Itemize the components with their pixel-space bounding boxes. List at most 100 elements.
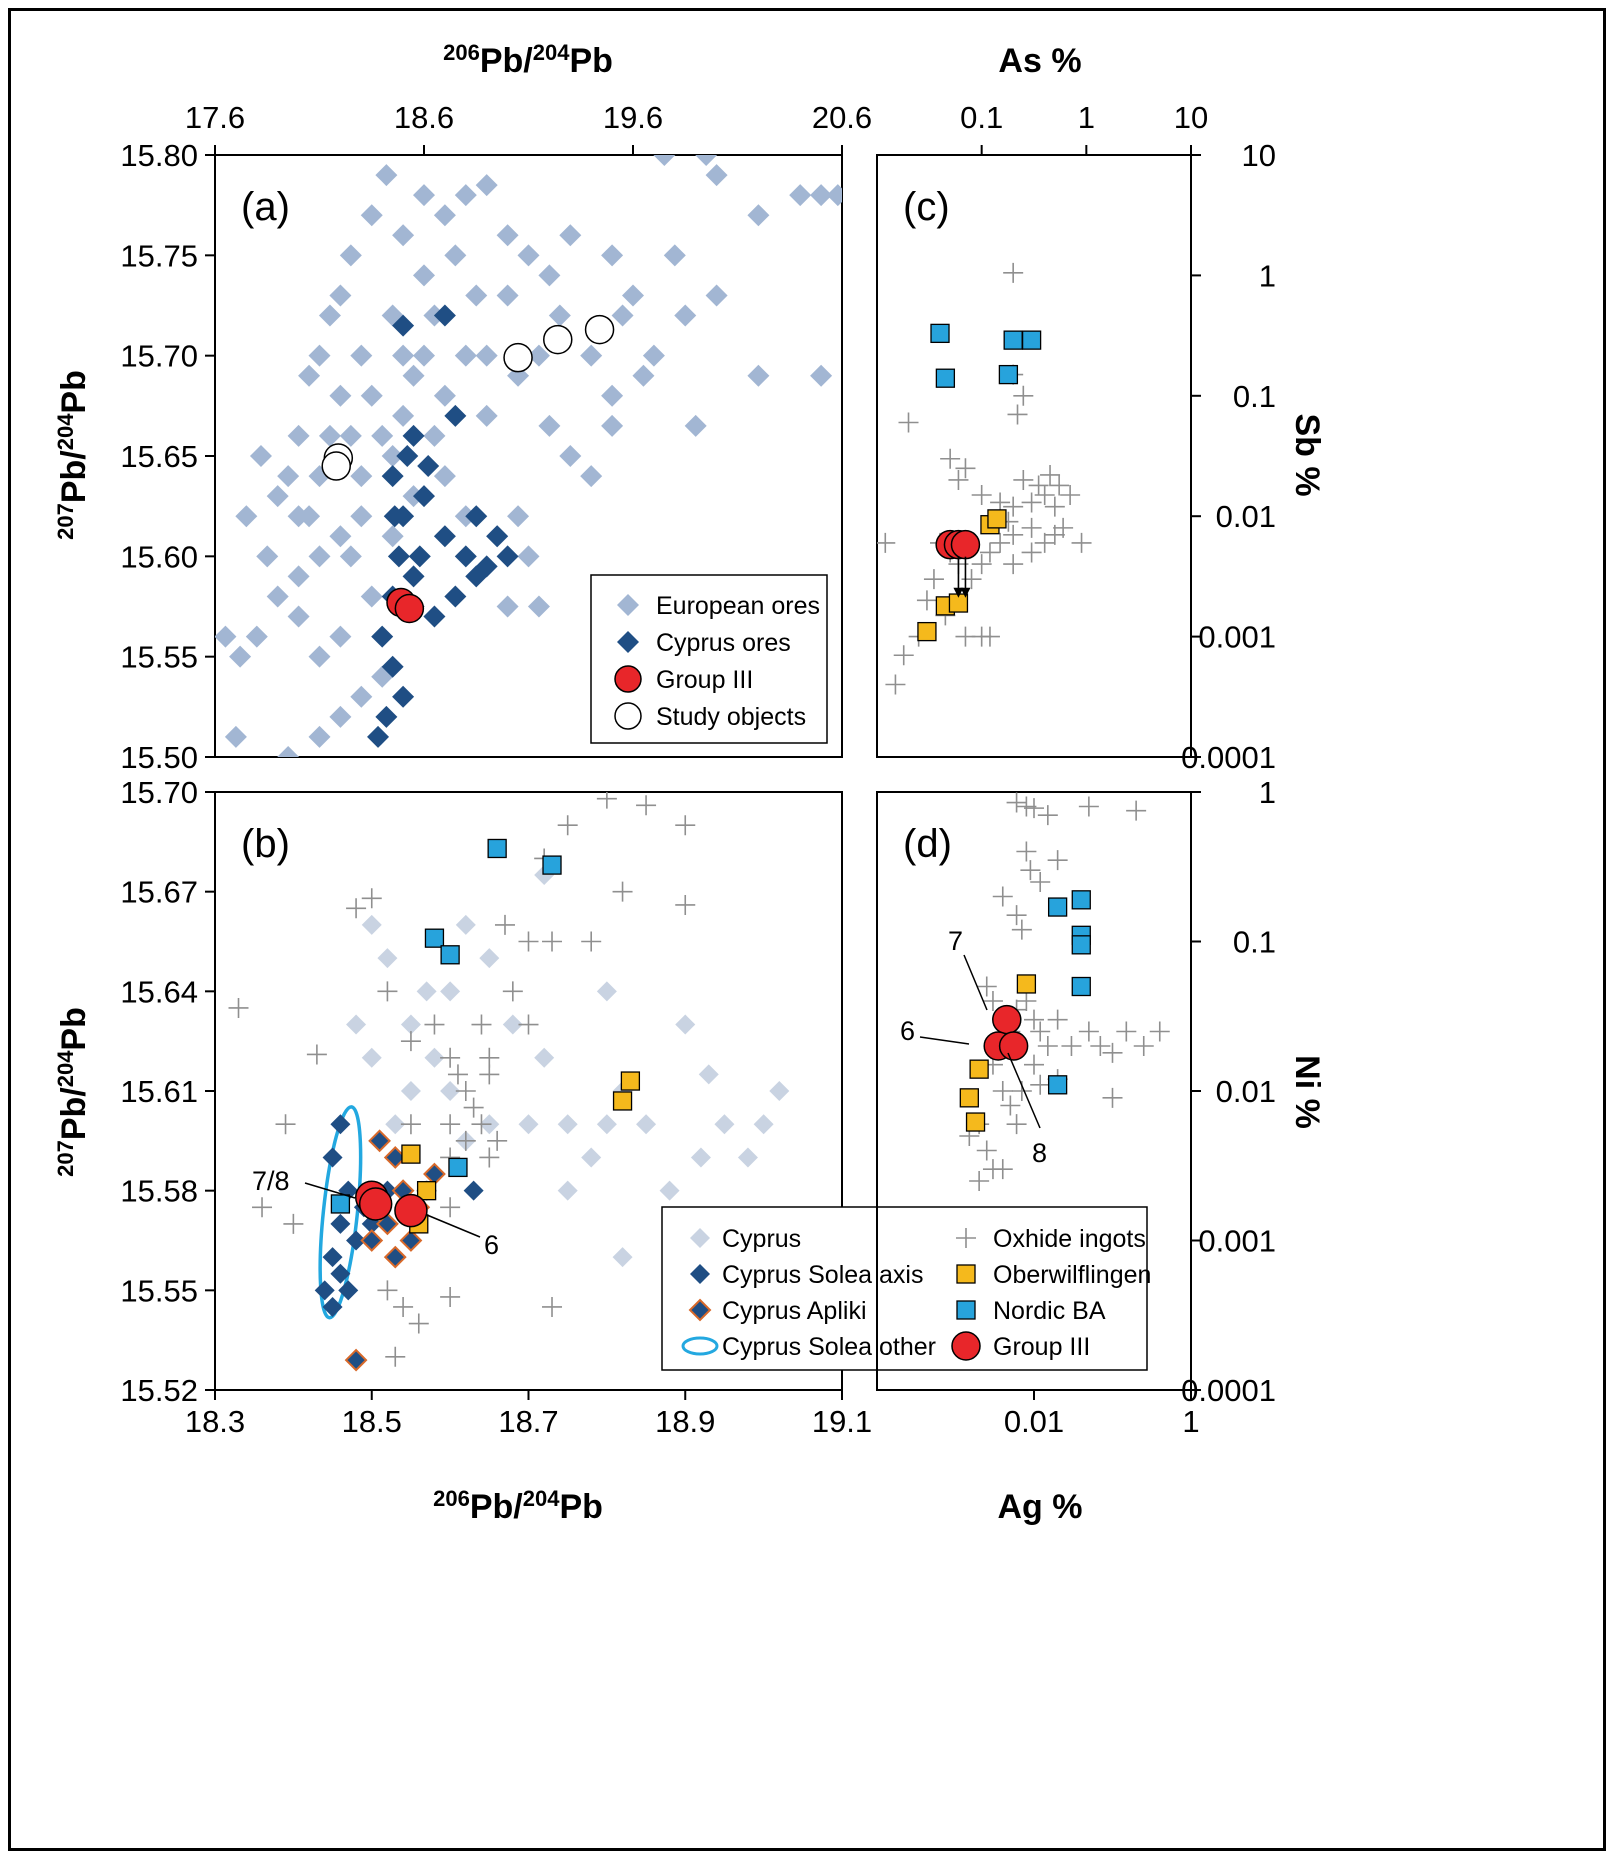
data-point: [322, 1247, 343, 1268]
data-point: [502, 981, 523, 1002]
data-point: [917, 621, 937, 642]
data-point: [318, 424, 341, 447]
data-point: [465, 284, 488, 307]
data-point: [596, 981, 617, 1002]
legend-marker: [956, 1264, 976, 1284]
panel-c: (c) 0.1 1 10 0.0001 0.001 0.01 0.1 1 10 As % Sb %: [876, 42, 1326, 775]
data-point: [256, 545, 279, 568]
data-point: [350, 685, 373, 708]
legend-label: Nordic BA: [993, 1297, 1106, 1325]
data-point: [360, 384, 383, 407]
data-point: [360, 585, 383, 608]
data-point: [392, 314, 415, 337]
data-point: [705, 164, 728, 187]
data-point: [361, 1047, 382, 1068]
data-point: [518, 931, 539, 952]
data-point: [559, 445, 582, 467]
data-point: [1006, 792, 1027, 813]
data-point: [826, 184, 842, 207]
data-point: [339, 545, 362, 568]
data-point: [287, 565, 310, 588]
data-point: [329, 705, 352, 728]
data-point: [1013, 469, 1034, 490]
data-point: [496, 595, 519, 618]
data-point: [612, 1091, 633, 1111]
data-point: [1044, 524, 1065, 545]
data-point: [987, 509, 1007, 529]
data-point: [675, 1014, 696, 1035]
data-point: [330, 1213, 351, 1234]
data-point: [992, 886, 1013, 907]
x-tick-label: 0.01: [1004, 1404, 1064, 1439]
data-point: [455, 1081, 476, 1101]
data-point: [375, 705, 398, 728]
y-tick-label: 15.52: [120, 1373, 198, 1408]
data-point: [368, 1129, 392, 1153]
data-point: [581, 1147, 602, 1168]
data-point: [675, 894, 696, 915]
data-point: [1024, 798, 1044, 819]
data-point: [330, 1194, 351, 1214]
data-point: [992, 1004, 1022, 1035]
data-point: [401, 1144, 421, 1164]
panel-label: (a): [241, 185, 290, 229]
data-point: [1003, 496, 1024, 517]
legend-label: Study objects: [656, 703, 806, 731]
data-point: [229, 645, 252, 668]
y-tick-label: 1: [1259, 775, 1276, 810]
data-point: [360, 1229, 384, 1252]
data-point: [308, 645, 331, 668]
data-point: [423, 424, 446, 447]
legend-a: European ores Cyprus ores Group III Study o…: [590, 574, 828, 744]
data-point: [400, 1081, 421, 1101]
y-tick-label: 0.01: [1216, 499, 1276, 534]
data-point: [601, 244, 624, 267]
data-point: [235, 505, 258, 528]
plot-area: [959, 792, 1170, 1192]
y-axis-label: Ni %: [1288, 1055, 1326, 1129]
data-point: [1024, 1054, 1044, 1075]
figure-frame: [8, 8, 1606, 1851]
data-point: [381, 465, 404, 488]
data-point: [392, 344, 415, 367]
series-group-iii: [386, 587, 425, 624]
y-tick-label: 15.67: [120, 875, 198, 910]
data-point: [601, 384, 624, 407]
data-point: [1006, 905, 1027, 926]
series-cyprus: [346, 865, 790, 1268]
data-point: [674, 304, 697, 327]
data-point: [350, 505, 373, 528]
data-point: [642, 344, 665, 367]
data-point: [455, 1130, 476, 1151]
data-point: [622, 284, 644, 307]
x-tick-label: 19.6: [603, 100, 663, 135]
data-point: [346, 898, 367, 919]
data-point: [266, 585, 289, 608]
data-point: [383, 1245, 407, 1269]
data-point: [1078, 796, 1099, 817]
y-tick-label: 0.001: [1198, 1224, 1276, 1259]
series-group-iii: [983, 1004, 1029, 1061]
data-point: [961, 569, 982, 590]
data-point: [557, 1180, 578, 1201]
data-point: [496, 545, 519, 568]
series-oxhide-ingots: [959, 792, 1170, 1192]
data-point: [948, 469, 969, 490]
data-point: [408, 545, 431, 568]
y-tick-label: 15.65: [120, 439, 198, 474]
data-point: [753, 1114, 774, 1135]
data-point: [381, 525, 404, 548]
data-point: [440, 1197, 461, 1218]
data-point: [228, 997, 249, 1018]
data-point: [433, 384, 456, 407]
data-point: [503, 342, 533, 373]
plot-area: [228, 792, 790, 1372]
data-point: [275, 1114, 296, 1135]
data-point: [1133, 1036, 1154, 1056]
data-point: [1016, 990, 1037, 1011]
data-point: [542, 855, 562, 875]
series-cyprus-ores: [367, 304, 519, 748]
data-point: [1030, 872, 1051, 893]
data-point: [402, 565, 425, 588]
data-point: [1030, 1021, 1051, 1042]
